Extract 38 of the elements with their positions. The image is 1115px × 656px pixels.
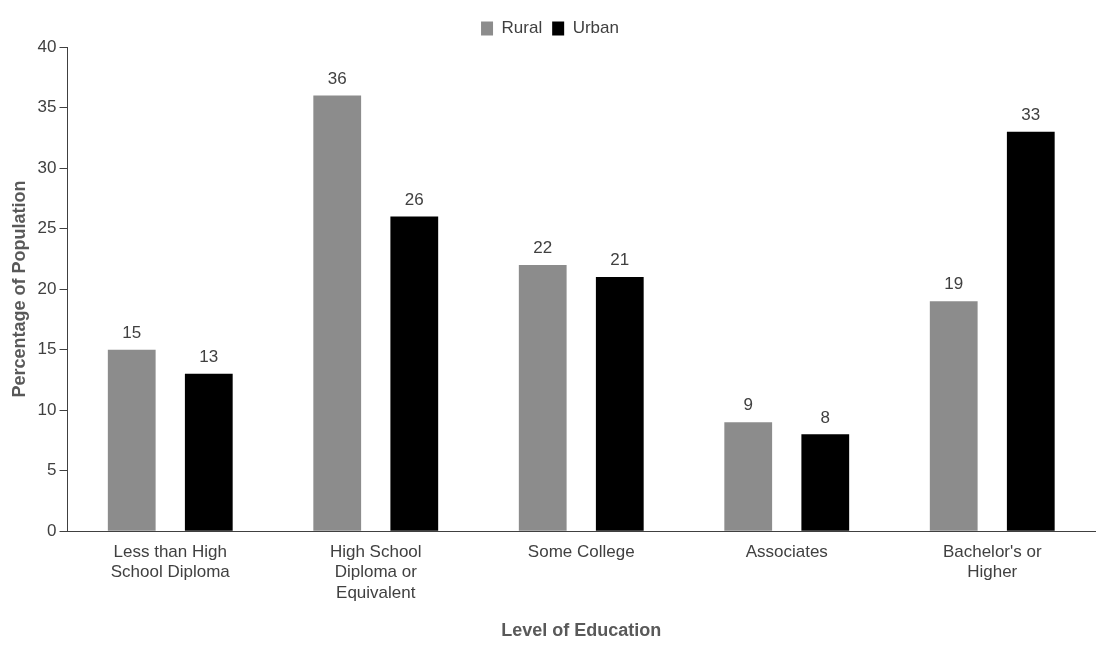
data-label: 22 — [533, 238, 553, 258]
data-label: 19 — [944, 274, 964, 294]
bar — [107, 349, 156, 531]
bar — [929, 301, 978, 531]
bar — [184, 373, 233, 531]
y-tick-label: 30 — [37, 157, 57, 177]
y-tick-label: 0 — [47, 520, 57, 540]
x-axis-title: Level of Education — [501, 620, 662, 641]
bar — [595, 277, 644, 531]
x-tick-label: Bachelor's or Higher — [942, 542, 1042, 582]
data-label: 36 — [327, 68, 347, 88]
bar — [1006, 131, 1055, 531]
bar — [801, 434, 850, 531]
x-tick-label: Less than High School Diploma — [110, 542, 231, 582]
data-label: 9 — [743, 395, 753, 415]
bar — [518, 264, 567, 531]
y-tick-label: 35 — [37, 97, 57, 117]
x-tick-label: High School Diploma or Equivalent — [329, 542, 422, 602]
bar — [313, 95, 362, 531]
x-tick-label: Associates — [745, 542, 828, 562]
legend-label: Rural — [501, 18, 543, 38]
bar — [724, 422, 773, 531]
x-tick-label: Some College — [527, 542, 635, 562]
y-axis-title: Percentage of Population — [8, 180, 29, 398]
y-tick-label: 15 — [37, 339, 57, 359]
y-tick-label: 20 — [37, 278, 57, 298]
y-tick-label: 5 — [47, 460, 57, 480]
data-label: 26 — [404, 189, 424, 209]
y-tick-label: 25 — [37, 218, 57, 238]
y-tick-label: 10 — [37, 399, 57, 419]
legend-label: Urban — [572, 18, 619, 38]
data-label: 15 — [122, 322, 142, 342]
data-label: 33 — [1021, 104, 1041, 124]
data-label: 21 — [610, 250, 630, 270]
data-label: 8 — [820, 407, 831, 427]
bar — [390, 216, 439, 531]
y-tick-label: 40 — [37, 36, 57, 56]
data-label: 13 — [199, 347, 219, 367]
